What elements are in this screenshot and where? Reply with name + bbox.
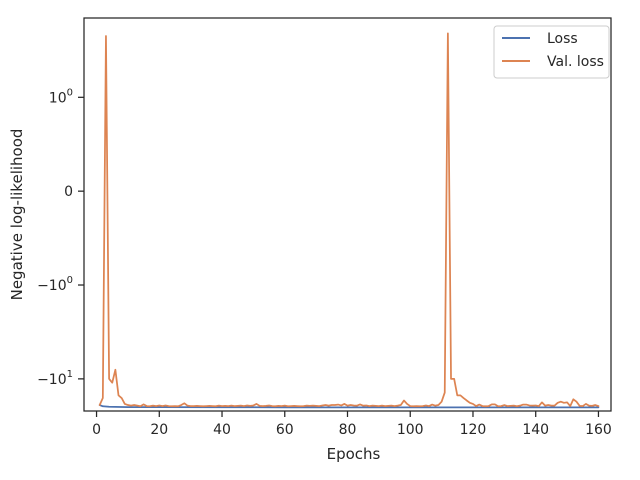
series-line-0 <box>98 404 600 409</box>
series-layer <box>98 32 600 409</box>
x-tick-label: 140 <box>522 422 549 438</box>
x-tick-label: 120 <box>460 422 487 438</box>
y-tick-label: −100 <box>37 275 73 294</box>
x-tick-label: 100 <box>397 422 424 438</box>
y-tick-label: 100 <box>49 87 73 106</box>
legend-label-loss: Loss <box>547 31 578 47</box>
x-axis-label: Epochs <box>327 445 381 463</box>
legend: Loss Val. loss <box>493 25 610 79</box>
series-line-1 <box>98 32 600 408</box>
y-tick-label: −101 <box>37 369 73 388</box>
x-tick-label: 0 <box>92 422 101 438</box>
x-ticks: 0 20 40 60 80 100 120 140 160 <box>92 411 612 438</box>
x-tick-label: 40 <box>213 422 231 438</box>
y-ticks: 100 0 −100 −101 <box>37 87 84 388</box>
x-tick-label: 60 <box>276 422 294 438</box>
x-tick-label: 20 <box>150 422 168 438</box>
legend-label-val-loss: Val. loss <box>547 54 604 70</box>
x-tick-label: 160 <box>585 422 612 438</box>
y-tick-label: 0 <box>64 184 73 200</box>
y-axis-label: Negative log-likelihood <box>8 129 26 301</box>
plot-frame <box>83 17 612 412</box>
x-tick-label: 80 <box>339 422 357 438</box>
